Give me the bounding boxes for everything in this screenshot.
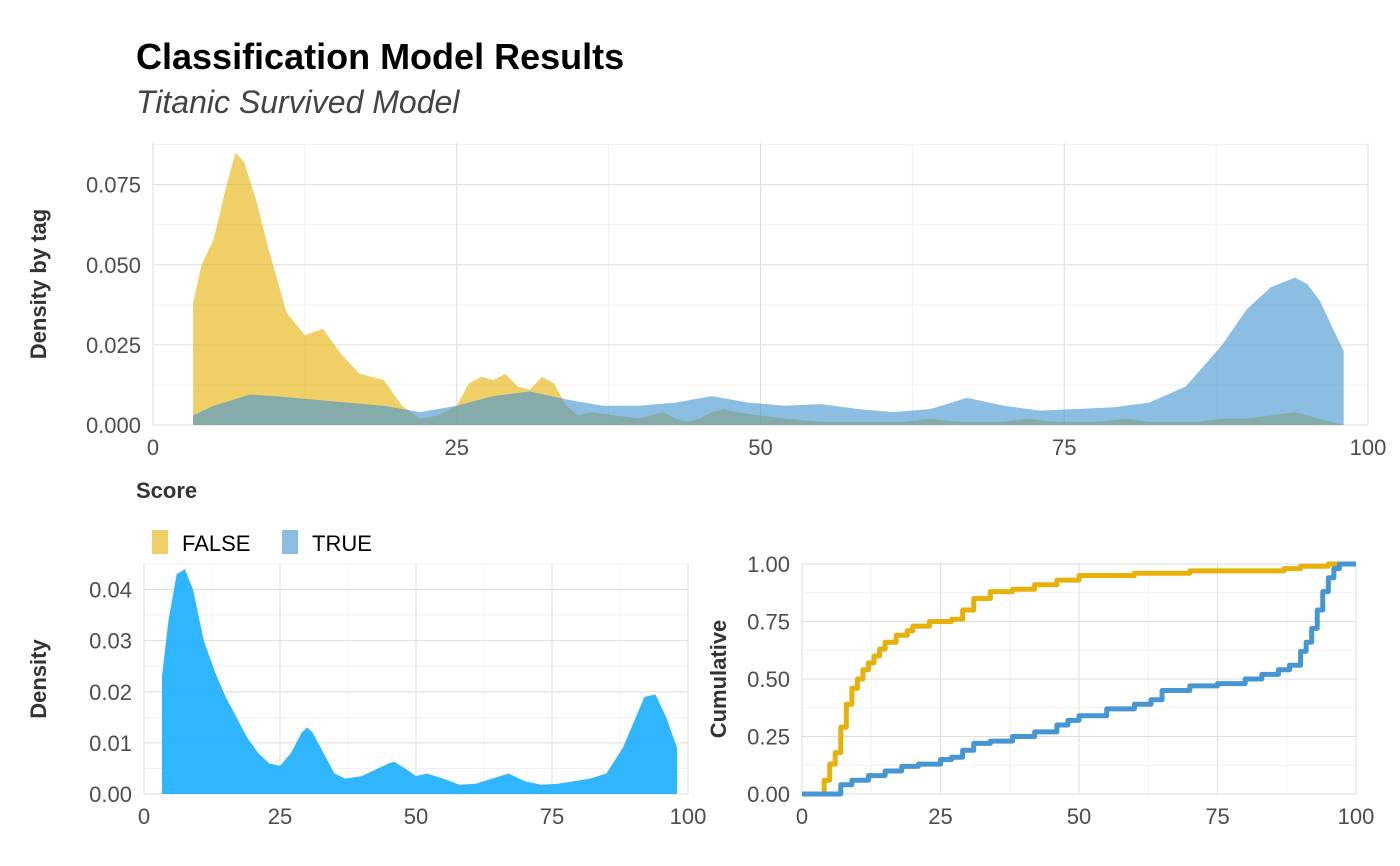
- y-tick-label: 0.050: [86, 253, 141, 278]
- x-tick-label: 25: [928, 804, 952, 829]
- x-tick-label: 0: [147, 435, 159, 460]
- y-axis-label: Density: [26, 639, 51, 719]
- x-tick-label: 50: [1067, 804, 1091, 829]
- legend-label-true: TRUE: [312, 531, 372, 556]
- x-tick-label: 25: [268, 804, 292, 829]
- cumulative-panel: 0 25 50 75 100 0.00 0.25 0.50 0.75 1.00 Cumulative: [706, 552, 1374, 829]
- x-tick-label: 75: [1205, 804, 1229, 829]
- legend-key-false: [152, 530, 168, 554]
- density-by-tag-panel: 0 25 50 75 100 0.000 0.025 0.050 0.075 Density by…: [26, 143, 1386, 503]
- y-tick-label: 0.000: [86, 413, 141, 438]
- y-tick-label: 0.03: [89, 629, 132, 654]
- series-line-false: [802, 561, 1356, 797]
- legend: FALSE TRUE: [152, 530, 372, 556]
- x-tick-label: 50: [404, 804, 428, 829]
- x-tick-label: 0: [138, 804, 150, 829]
- series-area-false: [193, 152, 1344, 426]
- y-tick-label: 0.00: [89, 782, 132, 807]
- y-axis-label: Cumulative: [706, 620, 731, 739]
- series-area-true: [193, 277, 1344, 425]
- chart-subtitle: Titanic Survived Model: [136, 84, 460, 120]
- legend-label-false: FALSE: [182, 531, 250, 556]
- x-tick-label: 100: [1338, 804, 1375, 829]
- y-tick-label: 1.00: [747, 552, 790, 577]
- series-line-true: [802, 561, 1356, 797]
- y-tick-label: 0.04: [89, 578, 132, 603]
- y-tick-label: 0.75: [747, 610, 790, 635]
- y-tick-label: 0.25: [747, 725, 790, 750]
- y-tick-label: 0.02: [89, 680, 132, 705]
- grid: [801, 563, 1357, 795]
- legend-key-true: [282, 530, 298, 554]
- x-tick-label: 25: [445, 435, 469, 460]
- x-tick-label: 75: [540, 804, 564, 829]
- y-tick-label: 0.025: [86, 333, 141, 358]
- series-area-all: [161, 569, 678, 794]
- x-tick-label: 75: [1052, 435, 1076, 460]
- x-tick-label: 50: [748, 435, 772, 460]
- density-panel: 0 25 50 75 100 0.00 0.01 0.02 0.03 0.04 Density: [26, 563, 707, 829]
- x-tick-label: 0: [796, 804, 808, 829]
- x-tick-label: 100: [1350, 435, 1387, 460]
- y-axis-label: Density by tag: [26, 209, 51, 359]
- y-tick-label: 0.075: [86, 173, 141, 198]
- x-tick-label: 100: [670, 804, 707, 829]
- y-tick-label: 0.00: [747, 782, 790, 807]
- y-tick-label: 0.50: [747, 667, 790, 692]
- x-axis-label: Score: [136, 478, 197, 503]
- y-tick-label: 0.01: [89, 731, 132, 756]
- chart-title: Classification Model Results: [136, 36, 625, 77]
